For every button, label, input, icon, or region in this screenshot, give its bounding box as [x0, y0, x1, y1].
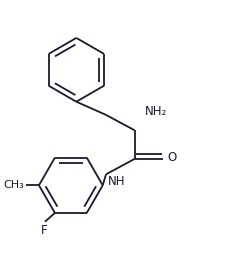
Text: CH₃: CH₃	[3, 180, 24, 190]
Text: NH₂: NH₂	[145, 105, 167, 118]
Text: F: F	[41, 224, 47, 237]
Text: O: O	[167, 151, 176, 164]
Text: NH: NH	[108, 176, 126, 188]
